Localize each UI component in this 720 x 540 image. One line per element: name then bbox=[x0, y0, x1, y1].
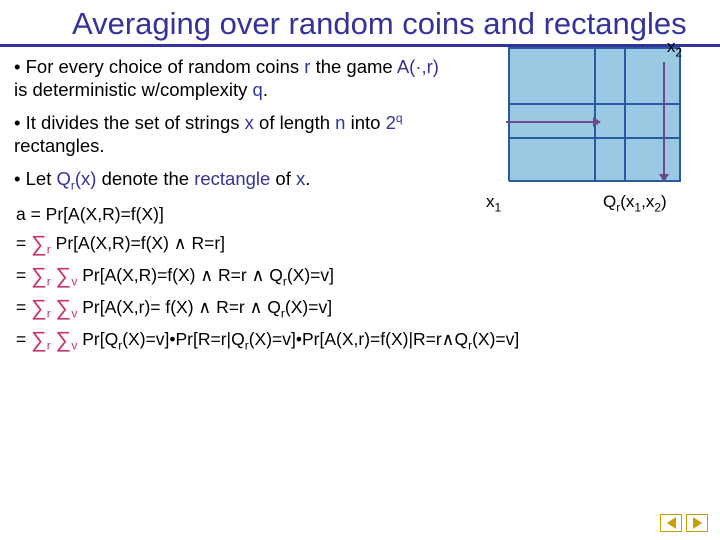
next-button[interactable] bbox=[686, 514, 708, 532]
bullet-1: • For every choice of random coins r the… bbox=[14, 55, 444, 101]
eq-line-4: = ∑r ∑v Pr[Qr(X)=v]•Pr[R=r|Qr(X)=v]•Pr[A… bbox=[16, 327, 706, 353]
content-area: x2 x1 Qr(x1,x2) • For every choice of ra… bbox=[0, 47, 720, 353]
qr-label: Qr(x1,x2) bbox=[603, 192, 667, 214]
bullet-3: • Let Qr(x) denote the rectangle of x. bbox=[14, 167, 444, 194]
eq-line-1: = ∑r Pr[A(X,R)=f(X) ∧ R=r] bbox=[16, 231, 706, 257]
arrow-x2 bbox=[663, 62, 665, 177]
bullet-2: • It divides the set of strings x of len… bbox=[14, 111, 444, 157]
eq-line-3: = ∑r ∑v Pr[A(X,r)= f(X) ∧ R=r ∧ Qr(X)=v] bbox=[16, 295, 706, 321]
partition-grid bbox=[508, 47, 680, 181]
triangle-left-icon bbox=[667, 517, 676, 529]
eq-line-2: = ∑r ∑v Pr[A(X,R)=f(X) ∧ R=r ∧ Qr(X)=v] bbox=[16, 263, 706, 289]
x1-label: x1 bbox=[486, 192, 501, 214]
arrow-x1 bbox=[506, 121, 596, 123]
rectangle-diagram: x2 x1 Qr(x1,x2) bbox=[488, 47, 700, 181]
title-bar: Averaging over random coins and rectangl… bbox=[0, 0, 720, 47]
prev-button[interactable] bbox=[660, 514, 682, 532]
triangle-right-icon bbox=[693, 517, 702, 529]
x2-label: x2 bbox=[667, 37, 682, 59]
slide-title: Averaging over random coins and rectangl… bbox=[72, 6, 720, 42]
nav-controls bbox=[660, 514, 708, 532]
